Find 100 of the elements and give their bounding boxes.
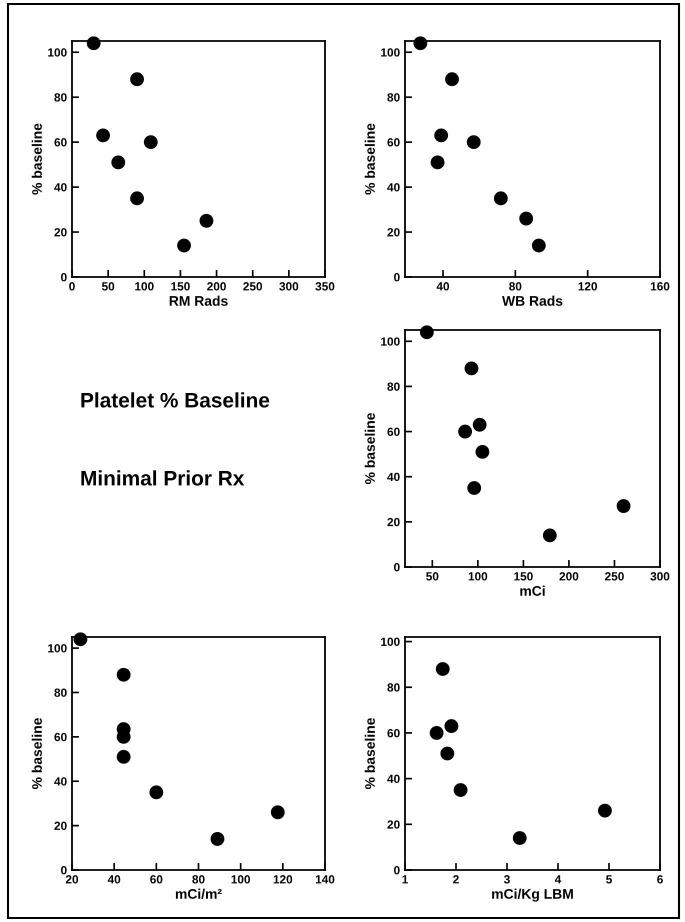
point: [86, 36, 101, 50]
point: [445, 72, 459, 86]
x-tick-label: 200: [559, 572, 578, 581]
y-axis-title: % baseline: [32, 124, 42, 195]
x-tick-label: 120: [578, 282, 598, 291]
point: [467, 481, 482, 495]
x-tick-label: 150: [171, 282, 190, 291]
point: [430, 726, 444, 740]
y-tick-label: 60: [54, 732, 67, 742]
x-tick-label: 4: [554, 875, 562, 884]
x-tick-label: 6: [657, 875, 663, 884]
y-tick-label: 0: [394, 866, 400, 874]
point: [494, 191, 508, 206]
x-tick-label: 200: [207, 282, 226, 291]
x-tick-label: 100: [232, 875, 250, 884]
y-tick-label: 40: [54, 183, 67, 192]
y-tick-label: 0: [394, 563, 400, 572]
x-tick-label: 120: [274, 875, 292, 884]
y-tick-label: 80: [54, 688, 67, 697]
point: [74, 632, 88, 646]
point: [130, 72, 144, 86]
point: [434, 128, 448, 142]
y-tick-label: 20: [387, 228, 400, 236]
point: [144, 135, 158, 150]
x-tick-label: 150: [514, 572, 533, 581]
text: Minimal Prior Rx: [81, 470, 244, 486]
point: [466, 135, 481, 150]
point: [458, 424, 472, 438]
x-tick-label: 0: [69, 282, 75, 291]
x-tick-label: 2: [453, 875, 459, 884]
point: [464, 361, 478, 376]
x-tick-label: 60: [150, 875, 162, 884]
x-tick-label: 80: [509, 282, 522, 291]
text: Platelet % Baseline: [81, 392, 270, 408]
x-tick-label: 40: [436, 282, 450, 291]
point: [616, 499, 630, 513]
x-axis-title: RM Rads: [170, 296, 228, 306]
x-tick-label: 300: [279, 282, 298, 291]
point: [200, 214, 214, 228]
y-tick-label: 80: [387, 382, 400, 391]
x-axis-title: mCi: [520, 586, 545, 596]
y-tick-label: 0: [61, 273, 67, 282]
x-tick-label: 50: [426, 572, 438, 581]
y-tick-label: 40: [387, 472, 400, 482]
x-tick-label: 1: [402, 875, 408, 884]
y-tick-label: 100: [48, 48, 67, 57]
y-axis-title: % baseline: [364, 124, 375, 195]
y-tick-label: 40: [387, 774, 400, 784]
point: [149, 785, 164, 800]
point: [420, 325, 434, 340]
point: [116, 668, 131, 682]
y-tick-label: 20: [387, 820, 400, 829]
y-tick-label: 0: [61, 866, 67, 874]
x-tick-label: 140: [316, 875, 334, 884]
point: [177, 238, 191, 252]
y-tick-label: 80: [54, 93, 67, 102]
point: [454, 783, 468, 797]
y-tick-label: 100: [48, 644, 67, 652]
point: [476, 444, 490, 459]
y-tick-label: 20: [54, 228, 67, 236]
point: [413, 36, 428, 50]
point: [130, 191, 144, 206]
y-tick-label: 80: [387, 683, 400, 692]
y-tick-label: 60: [387, 728, 400, 738]
point: [472, 418, 487, 432]
y-axis-title: % baseline: [364, 413, 375, 484]
y-tick-label: 20: [54, 822, 67, 830]
x-axis-title: mCi/Kg LBM: [492, 888, 573, 902]
point: [440, 746, 454, 760]
y-tick-label: 60: [387, 428, 400, 436]
x-tick-label: 80: [192, 875, 205, 884]
x-axis-title: mCi/m²: [176, 888, 222, 899]
point: [116, 750, 131, 764]
point: [519, 212, 534, 226]
x-tick-label: 250: [243, 282, 262, 291]
point: [96, 128, 110, 142]
x-tick-label: 50: [102, 282, 114, 291]
point: [270, 805, 285, 820]
point: [430, 155, 444, 170]
point: [532, 238, 546, 252]
y-tick-label: 100: [381, 337, 400, 346]
y-axis-title: % baseline: [32, 718, 42, 790]
point: [542, 528, 557, 542]
x-tick-label: 160: [650, 282, 670, 291]
y-tick-label: 20: [387, 518, 400, 526]
point: [598, 804, 612, 818]
x-tick-label: 5: [606, 875, 612, 884]
y-tick-label: 60: [387, 138, 400, 147]
point: [210, 832, 224, 846]
y-tick-label: 40: [387, 183, 400, 192]
x-tick-label: 40: [108, 875, 120, 884]
y-tick-label: 0: [394, 273, 400, 282]
x-tick-label: 250: [605, 572, 624, 581]
point: [436, 662, 450, 676]
y-tick-label: 60: [54, 138, 67, 147]
y-tick-label: 80: [387, 93, 400, 102]
y-tick-label: 100: [381, 638, 400, 646]
x-tick-label: 300: [650, 572, 670, 581]
x-tick-label: 3: [504, 875, 510, 884]
y-tick-label: 100: [381, 48, 400, 57]
